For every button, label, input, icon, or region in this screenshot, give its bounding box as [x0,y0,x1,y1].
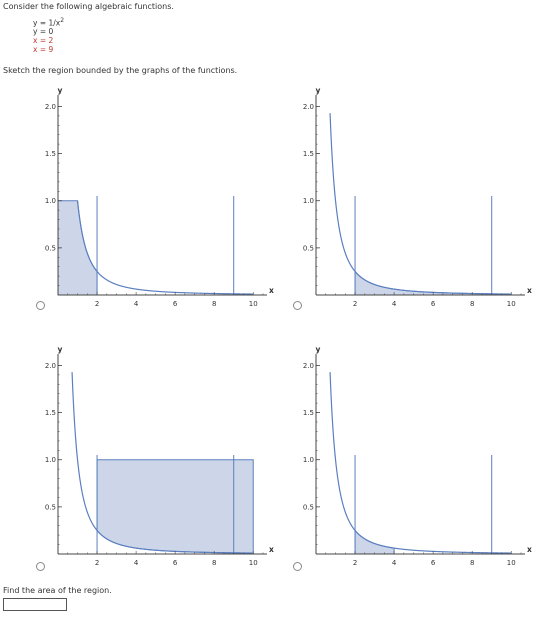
y-tick-label: 0.5 [45,244,56,252]
graph-option-c: 2 4 6 8 10 0.5 1.0 1.5 2.0 x y [45,345,274,567]
x-tick-label: 4 [134,559,139,567]
function-3: x = 2 [33,35,54,45]
y-tick-label: 1.5 [303,409,314,417]
x-tick-label: 4 [392,559,397,567]
shaded-region [96,459,254,554]
x-tick-label: 2 [353,559,357,567]
option-b-radio[interactable] [293,301,302,310]
x-tick-label: 6 [173,300,178,308]
x-tick-label: 2 [95,559,99,567]
x-tick-label: 8 [470,559,474,567]
x-tick-label: 2 [353,300,357,308]
shaded-region [57,200,98,296]
x-tick-label: 10 [507,559,516,567]
curve-line [71,372,254,554]
x-tick-label: 6 [173,559,178,567]
y-axis-label: y [58,345,63,354]
function-2: y = 0 [33,27,54,37]
x-tick-label: 8 [470,300,474,308]
y-tick-label: 1.0 [303,197,314,205]
y-axis-label: y [316,86,321,95]
y-tick-label: 0.5 [303,244,314,252]
y-tick-label: 1.5 [303,150,314,158]
function-4: x = 9 [33,44,54,54]
x-tick-label: 8 [212,300,216,308]
x-tick-label: 10 [249,559,258,567]
y-tick-label: 2.0 [45,362,56,370]
prompt-text: Consider the following algebraic functio… [3,2,174,11]
y-tick-label: 1.0 [45,197,56,205]
curve-line [76,200,254,295]
x-tick-label: 4 [392,300,397,308]
x-tick-label: 2 [95,300,99,308]
y-tick-label: 2.0 [45,103,56,111]
y-tick-label: 2.0 [303,103,314,111]
y-axis-label: y [58,86,63,95]
x-tick-label: 6 [431,559,436,567]
function-list: y = 1/x2 y = 0 x = 2 x = 9 [33,17,64,54]
y-tick-label: 0.5 [303,503,314,511]
area-answer-input[interactable] [3,598,67,611]
x-tick-label: 4 [134,300,139,308]
option-c-radio[interactable] [36,562,45,571]
curve-line [329,372,512,554]
y-tick-label: 1.0 [303,456,314,464]
graph-option-d: 2 4 6 8 10 0.5 1.0 1.5 2.0 x y [303,345,532,567]
option-a-radio[interactable] [36,301,45,310]
x-tick-label: 10 [249,300,258,308]
y-tick-label: 0.5 [45,503,56,511]
shaded-region [354,529,395,555]
x-axis-label: x [269,286,274,295]
y-tick-label: 1.5 [45,409,56,417]
y-tick-label: 2.0 [303,362,314,370]
y-tick-label: 1.5 [45,150,56,158]
y-axis-label: y [316,345,321,354]
sketch-instruction: Sketch the region bounded by the graphs … [3,66,238,75]
option-d-radio[interactable] [293,562,302,571]
x-axis-label: x [527,545,532,554]
x-axis-label: x [527,286,532,295]
x-axis-label: x [269,545,274,554]
x-tick-label: 10 [507,300,516,308]
graph-option-b: 2 4 6 8 10 0.5 1.0 1.5 2.0 x y [303,86,532,308]
x-tick-label: 6 [431,300,436,308]
x-tick-label: 8 [212,559,216,567]
function-1: y = 1/x2 [33,17,65,28]
graph-option-a: 2 4 6 8 10 0.5 1.0 1.5 2.0 x y [45,86,274,308]
curve-line [329,113,512,295]
y-tick-label: 1.0 [45,456,56,464]
area-prompt: Find the area of the region. [3,586,112,595]
